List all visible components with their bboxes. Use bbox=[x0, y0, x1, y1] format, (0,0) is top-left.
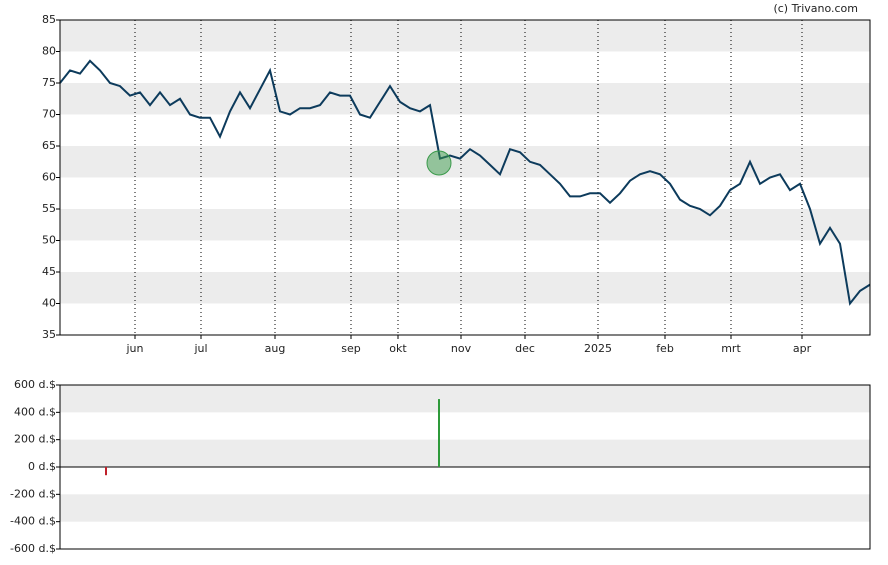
grid-band bbox=[60, 385, 870, 413]
x-tick-label: jun bbox=[126, 342, 144, 355]
x-tick-label: mrt bbox=[721, 342, 741, 355]
x-tick-label: apr bbox=[793, 342, 812, 355]
y-tick-label: 80 bbox=[42, 45, 56, 58]
y-tick-label: 50 bbox=[42, 234, 56, 247]
x-tick-label: sep bbox=[341, 342, 360, 355]
price-line bbox=[59, 59, 871, 306]
y-tick-label: 200 d.$ bbox=[14, 433, 56, 446]
y-tick-label: 65 bbox=[42, 139, 56, 152]
grid-band bbox=[60, 146, 870, 178]
x-tick-label: dec bbox=[515, 342, 535, 355]
y-tick-label: 45 bbox=[42, 265, 56, 278]
y-tick-label: -400 d.$ bbox=[10, 515, 56, 528]
y-tick-label: 70 bbox=[42, 108, 56, 121]
y-tick-label: 0 d.$ bbox=[28, 460, 56, 473]
plot-frame bbox=[59, 384, 871, 550]
grid-band bbox=[60, 439, 870, 467]
bar bbox=[105, 467, 107, 476]
grid-band bbox=[60, 209, 870, 241]
x-tick-label: 2025 bbox=[584, 342, 612, 355]
y-tick-label: -200 d.$ bbox=[10, 487, 56, 500]
x-tick-label: jul bbox=[193, 342, 207, 355]
signal-marker bbox=[426, 150, 452, 176]
bar bbox=[438, 399, 440, 467]
x-tick-label: feb bbox=[656, 342, 674, 355]
y-tick-label: 35 bbox=[42, 328, 56, 341]
grid-band bbox=[60, 494, 870, 522]
grid-band bbox=[60, 272, 870, 304]
grid-band bbox=[60, 83, 870, 115]
credit: (c) Trivano.com bbox=[773, 2, 858, 15]
x-tick-label: aug bbox=[265, 342, 286, 355]
y-tick-label: -600 d.$ bbox=[10, 542, 56, 555]
y-tick-label: 60 bbox=[42, 171, 56, 184]
y-tick-label: 55 bbox=[42, 202, 56, 215]
grid-band bbox=[60, 20, 870, 52]
y-tick-label: 600 d.$ bbox=[14, 378, 56, 391]
x-tick-label: okt bbox=[389, 342, 407, 355]
y-tick-label: 85 bbox=[42, 13, 56, 26]
y-tick-label: 75 bbox=[42, 76, 56, 89]
plot-frame bbox=[59, 19, 871, 336]
y-tick-label: 40 bbox=[42, 297, 56, 310]
y-tick-label: 400 d.$ bbox=[14, 405, 56, 418]
x-tick-label: nov bbox=[451, 342, 472, 355]
